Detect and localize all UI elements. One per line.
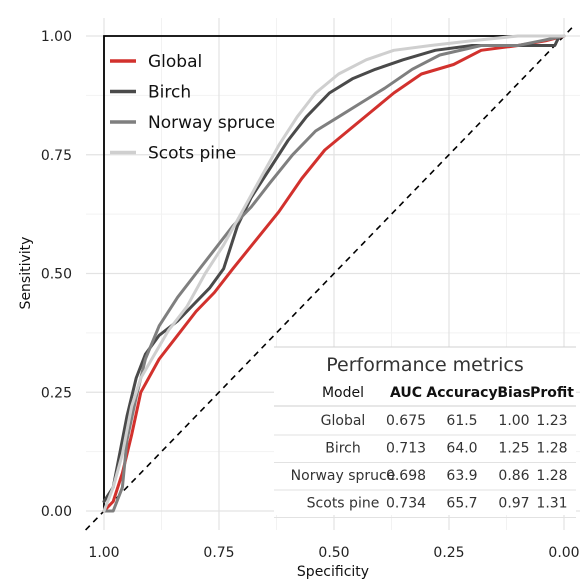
legend: Global Birch Norway spruce Scots pine [110, 52, 275, 164]
table-cell: Norway spruce [291, 468, 396, 484]
table-header-cell: AUC [390, 385, 422, 401]
table-cell: 0.713 [386, 441, 426, 457]
table-cell: 0.698 [386, 468, 426, 484]
series-line-birch [102, 34, 566, 503]
chance-diagonal-line [85, 25, 574, 531]
table-cell: 1.28 [536, 468, 567, 484]
reference-lines [85, 25, 574, 531]
table-cell: 64.0 [446, 441, 477, 457]
table-cell: 61.5 [446, 413, 477, 429]
table-cell: 0.734 [386, 496, 426, 512]
legend-label: Norway spruce [148, 113, 275, 133]
x-axis-title: Specificity [297, 564, 369, 579]
series-lines [102, 34, 566, 513]
y-axis-title: Sensitivity [18, 237, 34, 310]
table-cell: 1.00 [498, 413, 529, 429]
table-header-cell: Profit [530, 385, 574, 401]
table-cell: Birch [325, 441, 361, 457]
y-tick-label: 0.50 [41, 267, 72, 283]
x-tick-label: 0.25 [433, 545, 464, 561]
table-cell: 1.28 [536, 441, 567, 457]
legend-label: Scots pine [148, 144, 236, 164]
y-tick-label: 1.00 [41, 29, 72, 45]
table-cell: 1.25 [498, 441, 529, 457]
y-tick-label: 0.25 [41, 385, 72, 401]
perfect-classifier-line [103, 35, 564, 511]
table-cell: 0.86 [498, 468, 529, 484]
table-cell: Global [321, 413, 366, 429]
performance-table: Performance metrics Model AUC Accuracy Bias… [274, 346, 576, 518]
x-tick-label: 0.50 [318, 545, 349, 561]
table-cell: Scots pine [307, 496, 380, 512]
series-line-scots-pine [102, 34, 566, 513]
series-line-norway-spruce [102, 34, 566, 513]
table-header-cell: Bias [497, 385, 530, 401]
x-tick-label: 0.75 [203, 545, 234, 561]
table-cell: 1.23 [536, 413, 567, 429]
table-cell: 65.7 [446, 496, 477, 512]
y-tick-label: 0.00 [41, 504, 72, 520]
table-cell: 0.675 [386, 413, 426, 429]
table-header-cell: Accuracy [426, 385, 497, 401]
y-tick-label: 0.75 [41, 148, 72, 164]
table-cell: 1.31 [536, 496, 567, 512]
series-line-global [102, 34, 566, 513]
legend-label: Global [148, 52, 202, 72]
table-title: Performance metrics [326, 354, 524, 376]
table-cell: 0.97 [498, 496, 529, 512]
table-cell: 63.9 [446, 468, 477, 484]
x-tick-label: 1.00 [88, 545, 119, 561]
table-header-cell: Model [322, 385, 364, 401]
legend-label: Birch [148, 83, 191, 103]
tick-labels: 1.00 0.75 0.50 0.25 0.00 0.00 0.25 0.50 0.75 1.00 [41, 29, 580, 561]
x-tick-label: 0.00 [548, 545, 579, 561]
